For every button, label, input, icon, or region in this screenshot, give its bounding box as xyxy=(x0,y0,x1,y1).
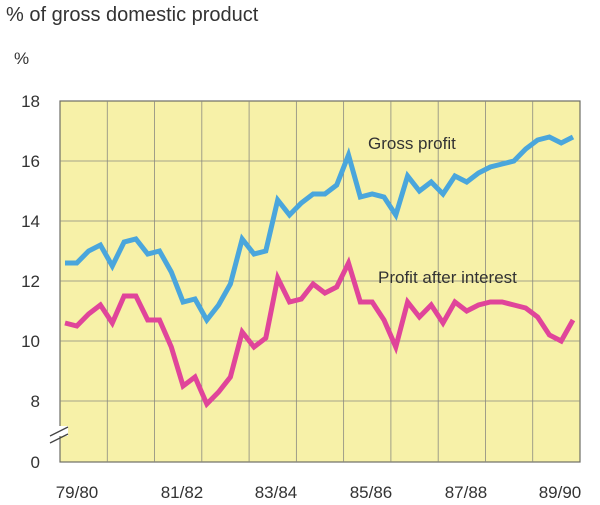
series-labels: Gross profit Profit after interest xyxy=(368,134,517,287)
y-tick-label: 12 xyxy=(21,272,40,291)
y-axis-ticks: 0 8 10 12 14 16 18 xyxy=(21,92,69,472)
x-tick-label: 83/84 xyxy=(255,483,298,502)
y-tick-label: 18 xyxy=(21,92,40,111)
series-label-profit-after-interest: Profit after interest xyxy=(378,268,517,287)
series-label-gross-profit: Gross profit xyxy=(368,134,456,153)
x-tick-label: 87/88 xyxy=(445,483,488,502)
y-axis-label: % xyxy=(14,49,29,68)
x-tick-label: 85/86 xyxy=(350,483,393,502)
series-line-gross-profit xyxy=(65,134,575,325)
series-line-profit-after-interest xyxy=(64,256,576,409)
x-tick-label: 89/90 xyxy=(539,483,582,502)
series-lines xyxy=(64,134,576,409)
x-axis-ticks: 79/80 81/82 83/84 85/86 87/88 89/90 xyxy=(56,483,582,502)
y-tick-label: 8 xyxy=(31,392,40,411)
y-tick-label: 0 xyxy=(31,453,40,472)
x-tick-label: 81/82 xyxy=(161,483,204,502)
y-tick-label: 10 xyxy=(21,332,40,351)
x-tick-label: 79/80 xyxy=(56,483,99,502)
y-tick-label: 14 xyxy=(21,212,40,231)
y-tick-label: 16 xyxy=(21,152,40,171)
chart-title: % of gross domestic product xyxy=(6,4,259,26)
axis-break-mark xyxy=(49,426,69,444)
